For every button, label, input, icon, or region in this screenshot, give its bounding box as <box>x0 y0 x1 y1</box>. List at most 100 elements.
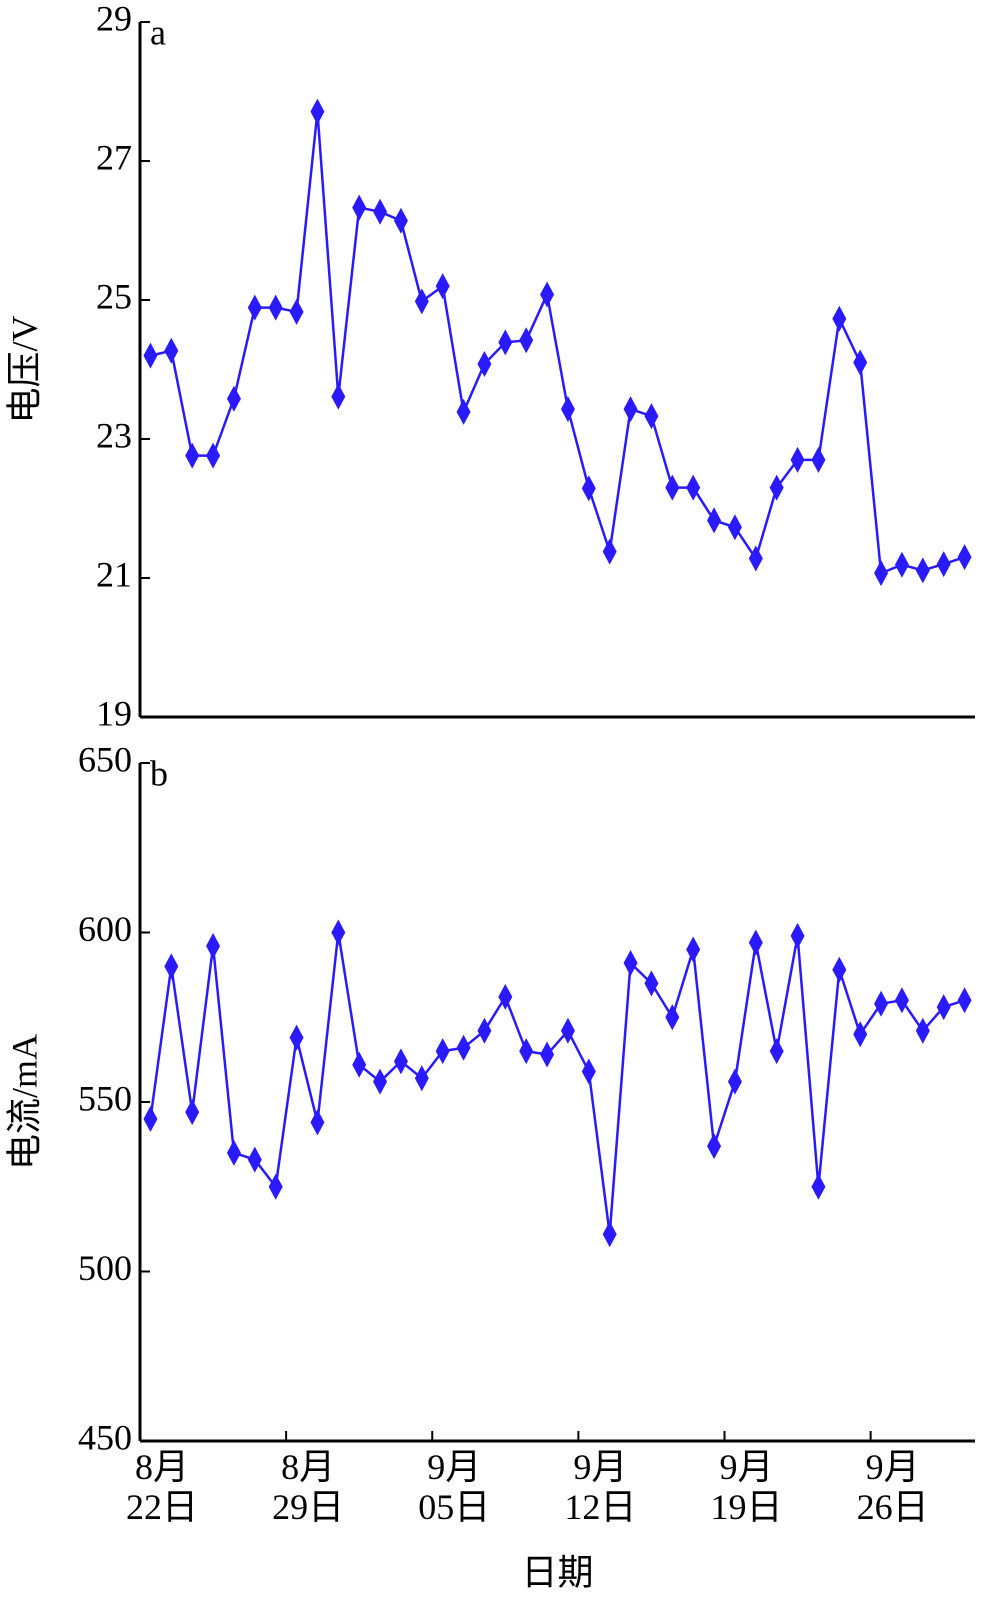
x-tick-label: 9月 12日 <box>564 1447 636 1527</box>
data-point <box>268 294 283 321</box>
data-point <box>393 207 408 234</box>
x-tick-label: 9月 19日 <box>710 1447 782 1527</box>
data-point <box>477 1017 492 1044</box>
data-point <box>289 298 304 325</box>
data-point <box>644 970 659 997</box>
data-point <box>581 475 596 502</box>
data-point <box>832 956 847 983</box>
data-point <box>915 1017 930 1044</box>
data-point <box>560 396 575 423</box>
data-point <box>143 342 158 369</box>
data-point <box>623 396 638 423</box>
y-tick-label: 19 <box>96 693 132 733</box>
x-tick-label: 8月 22日 <box>126 1447 198 1527</box>
data-point <box>540 1041 555 1068</box>
data-point <box>665 474 680 501</box>
y-axis-label: 电压/V <box>4 315 44 423</box>
y-tick-label: 450 <box>78 1417 132 1457</box>
data-point <box>352 1051 367 1078</box>
data-point <box>936 551 951 578</box>
y-tick-label: 29 <box>96 0 132 38</box>
y-tick-label: 600 <box>78 909 132 949</box>
data-point <box>811 1173 826 1200</box>
data-point <box>769 1038 784 1065</box>
data-point <box>226 385 241 412</box>
data-point <box>748 545 763 572</box>
data-point <box>540 281 555 308</box>
data-point <box>519 327 534 354</box>
data-point <box>289 1024 304 1051</box>
data-point <box>832 305 847 332</box>
data-point <box>769 474 784 501</box>
x-tick-label: 8月 29日 <box>272 1447 344 1527</box>
data-point <box>456 398 471 425</box>
y-axis-label: 电流/mA <box>4 1034 44 1170</box>
data-point <box>435 273 450 300</box>
data-point <box>707 507 722 534</box>
data-point <box>435 1038 450 1065</box>
panel-label: a <box>150 12 166 52</box>
data-point <box>894 987 909 1014</box>
data-point <box>352 194 367 221</box>
series-line <box>150 111 965 575</box>
data-point <box>602 538 617 565</box>
data-point <box>393 1048 408 1075</box>
y-tick-label: 27 <box>96 137 132 177</box>
data-point <box>581 1058 596 1085</box>
data-point <box>602 1221 617 1248</box>
data-point <box>143 1105 158 1132</box>
x-tick-label: 9月 26日 <box>857 1447 929 1527</box>
data-point <box>894 551 909 578</box>
y-tick-label: 500 <box>78 1248 132 1288</box>
data-point <box>206 442 221 469</box>
data-point <box>790 922 805 949</box>
data-point <box>874 560 889 587</box>
data-point <box>707 1133 722 1160</box>
data-point <box>853 1021 868 1048</box>
data-point <box>498 329 513 356</box>
data-point <box>310 98 325 125</box>
data-point <box>331 919 346 946</box>
data-point <box>748 929 763 956</box>
data-point <box>623 950 638 977</box>
data-point <box>519 1038 534 1065</box>
data-point <box>727 1068 742 1095</box>
data-point <box>665 1004 680 1031</box>
data-point <box>185 1099 200 1126</box>
y-tick-label: 550 <box>78 1078 132 1118</box>
data-point <box>686 474 701 501</box>
data-point <box>247 1146 262 1173</box>
y-tick-label: 21 <box>96 554 132 594</box>
y-tick-label: 23 <box>96 415 132 455</box>
data-point <box>811 446 826 473</box>
data-point <box>185 442 200 469</box>
x-axis-label: 日期 <box>521 1552 593 1592</box>
data-point <box>957 987 972 1014</box>
data-point <box>456 1034 471 1061</box>
data-point <box>414 288 429 315</box>
data-point <box>310 1109 325 1136</box>
data-point <box>915 557 930 584</box>
y-tick-label: 650 <box>78 739 132 779</box>
data-point <box>790 446 805 473</box>
data-point <box>936 994 951 1021</box>
y-tick-label: 25 <box>96 276 132 316</box>
data-point <box>686 936 701 963</box>
series-line <box>149 932 965 1235</box>
panel-label: b <box>150 753 168 793</box>
data-point <box>164 953 179 980</box>
data-point <box>727 514 742 541</box>
data-point <box>331 383 346 410</box>
data-point <box>853 349 868 376</box>
data-point <box>414 1065 429 1092</box>
data-point <box>226 1139 241 1166</box>
data-point <box>644 403 659 430</box>
data-point <box>498 983 513 1010</box>
data-point <box>957 544 972 571</box>
data-point <box>373 1068 388 1095</box>
data-point <box>874 990 889 1017</box>
x-tick-label: 9月 05日 <box>418 1447 490 1527</box>
data-point <box>373 198 388 225</box>
